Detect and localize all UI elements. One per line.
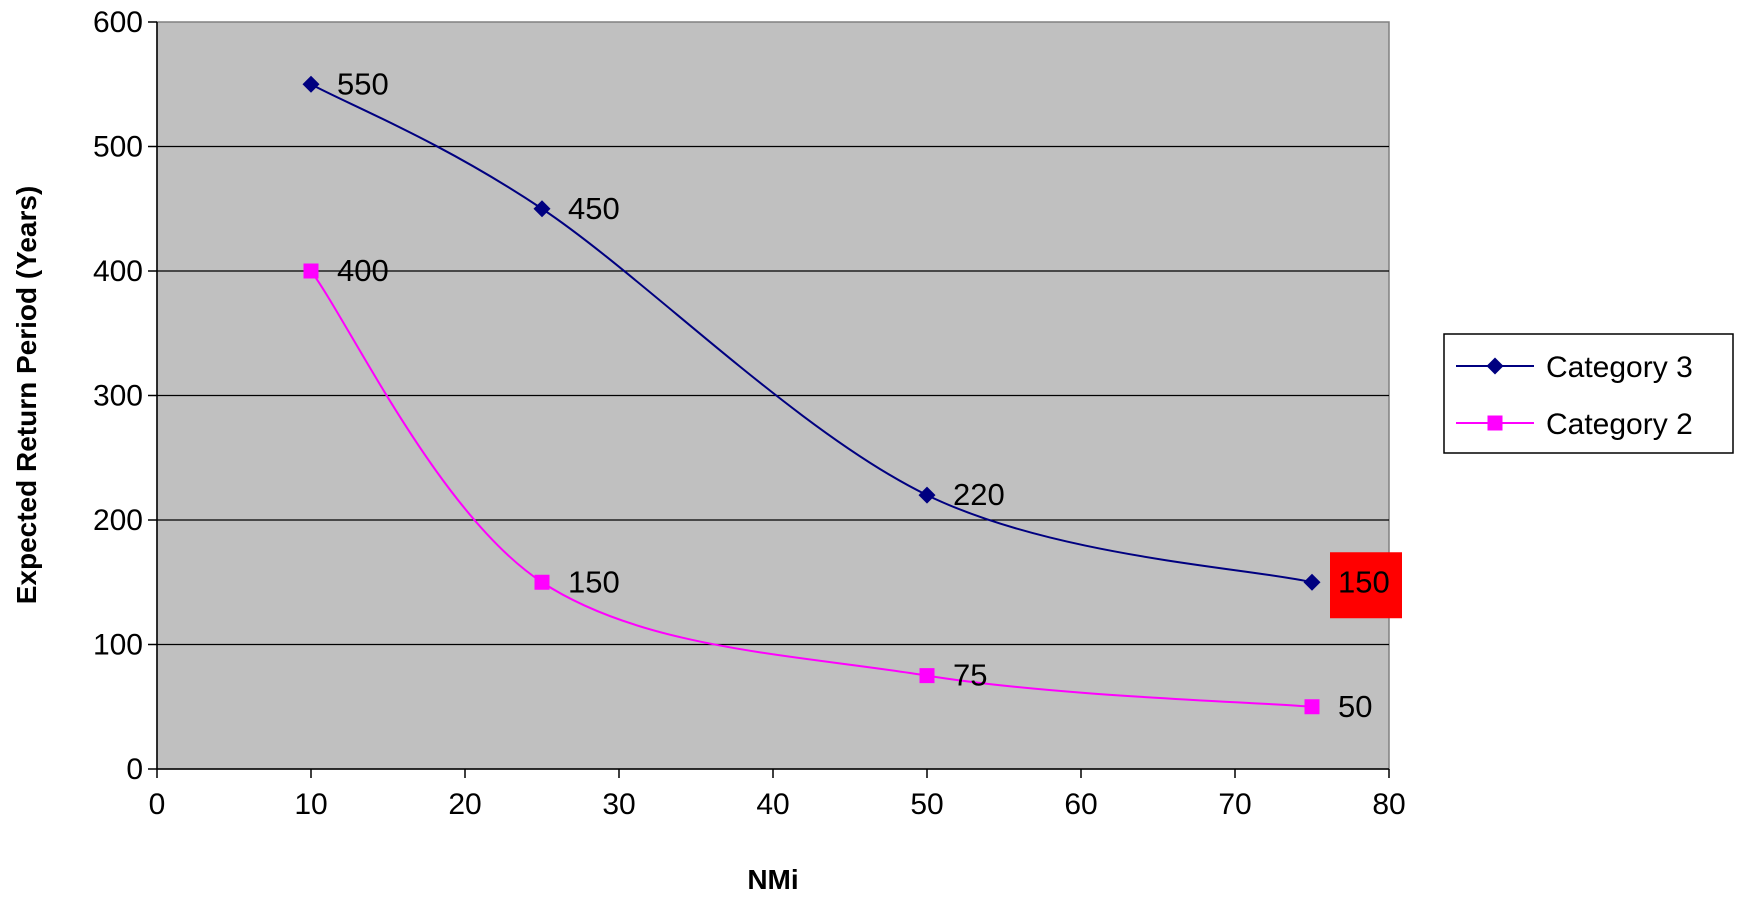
y-tick-label: 100 bbox=[93, 629, 143, 662]
series-category-3 bbox=[302, 75, 1321, 591]
x-tick-label: 40 bbox=[756, 788, 789, 821]
data-label-category-2: 50 bbox=[1338, 689, 1372, 724]
data-label-category-3: 450 bbox=[568, 191, 620, 226]
legend-entry-category-3: Category 3 bbox=[1456, 351, 1693, 384]
y-tick-label: 300 bbox=[93, 380, 143, 413]
data-labels: 550 450 220 150 400 150 75 50 bbox=[337, 66, 1402, 724]
data-point-category-2 bbox=[1304, 699, 1320, 715]
data-label-category-2: 150 bbox=[568, 564, 620, 599]
data-label-category-3: 550 bbox=[337, 66, 389, 101]
data-label-category-2: 400 bbox=[337, 253, 389, 288]
legend-entry-category-2: Category 2 bbox=[1456, 408, 1693, 441]
legend-marker-category-3 bbox=[1486, 357, 1504, 375]
x-tick-label: 70 bbox=[1218, 788, 1251, 821]
x-tick-labels: 0 10 20 30 40 50 60 70 80 bbox=[149, 788, 1406, 821]
series-category-2 bbox=[303, 263, 1320, 715]
y-tick-label: 400 bbox=[93, 255, 143, 288]
x-axis-title: NMi bbox=[747, 864, 798, 895]
data-label-category-2: 75 bbox=[953, 658, 987, 693]
highlight-box bbox=[1330, 552, 1402, 619]
y-axis-title: Expected Return Period (Years) bbox=[11, 186, 42, 605]
y-tick-label: 200 bbox=[93, 504, 143, 537]
series-layer bbox=[302, 75, 1321, 715]
data-point-category-2 bbox=[534, 574, 550, 590]
legend-label-category-3: Category 3 bbox=[1546, 351, 1693, 384]
data-point-category-3 bbox=[533, 200, 551, 218]
data-label-category-3: 220 bbox=[953, 477, 1005, 512]
legend-label-category-2: Category 2 bbox=[1546, 408, 1693, 441]
x-tick-label: 0 bbox=[149, 788, 166, 821]
y-tick-label: 0 bbox=[126, 753, 143, 786]
data-label-category-3: 150 bbox=[1338, 564, 1390, 599]
data-point-category-2 bbox=[919, 668, 935, 684]
x-tick-label: 20 bbox=[448, 788, 481, 821]
series-line-category-2 bbox=[310, 270, 1313, 708]
data-point-category-3 bbox=[918, 486, 936, 504]
y-tick-label: 600 bbox=[93, 6, 143, 39]
data-point-category-2 bbox=[303, 263, 319, 279]
grid-lines bbox=[157, 145, 1389, 646]
x-tick-label: 60 bbox=[1064, 788, 1097, 821]
series-line-category-3 bbox=[310, 83, 1313, 584]
legend: Category 3 Category 2 bbox=[1443, 333, 1734, 454]
legend-marker-category-2 bbox=[1487, 415, 1503, 431]
axes bbox=[148, 21, 1390, 778]
x-tick-label: 10 bbox=[294, 788, 327, 821]
x-tick-label: 50 bbox=[910, 788, 943, 821]
x-tick-label: 80 bbox=[1372, 788, 1405, 821]
data-point-category-3 bbox=[1303, 573, 1321, 591]
y-tick-label: 500 bbox=[93, 131, 143, 164]
x-tick-label: 30 bbox=[602, 788, 635, 821]
legend-box bbox=[1443, 333, 1734, 454]
data-point-category-3 bbox=[302, 75, 320, 93]
y-tick-labels: 0 100 200 300 400 500 600 bbox=[93, 6, 143, 786]
